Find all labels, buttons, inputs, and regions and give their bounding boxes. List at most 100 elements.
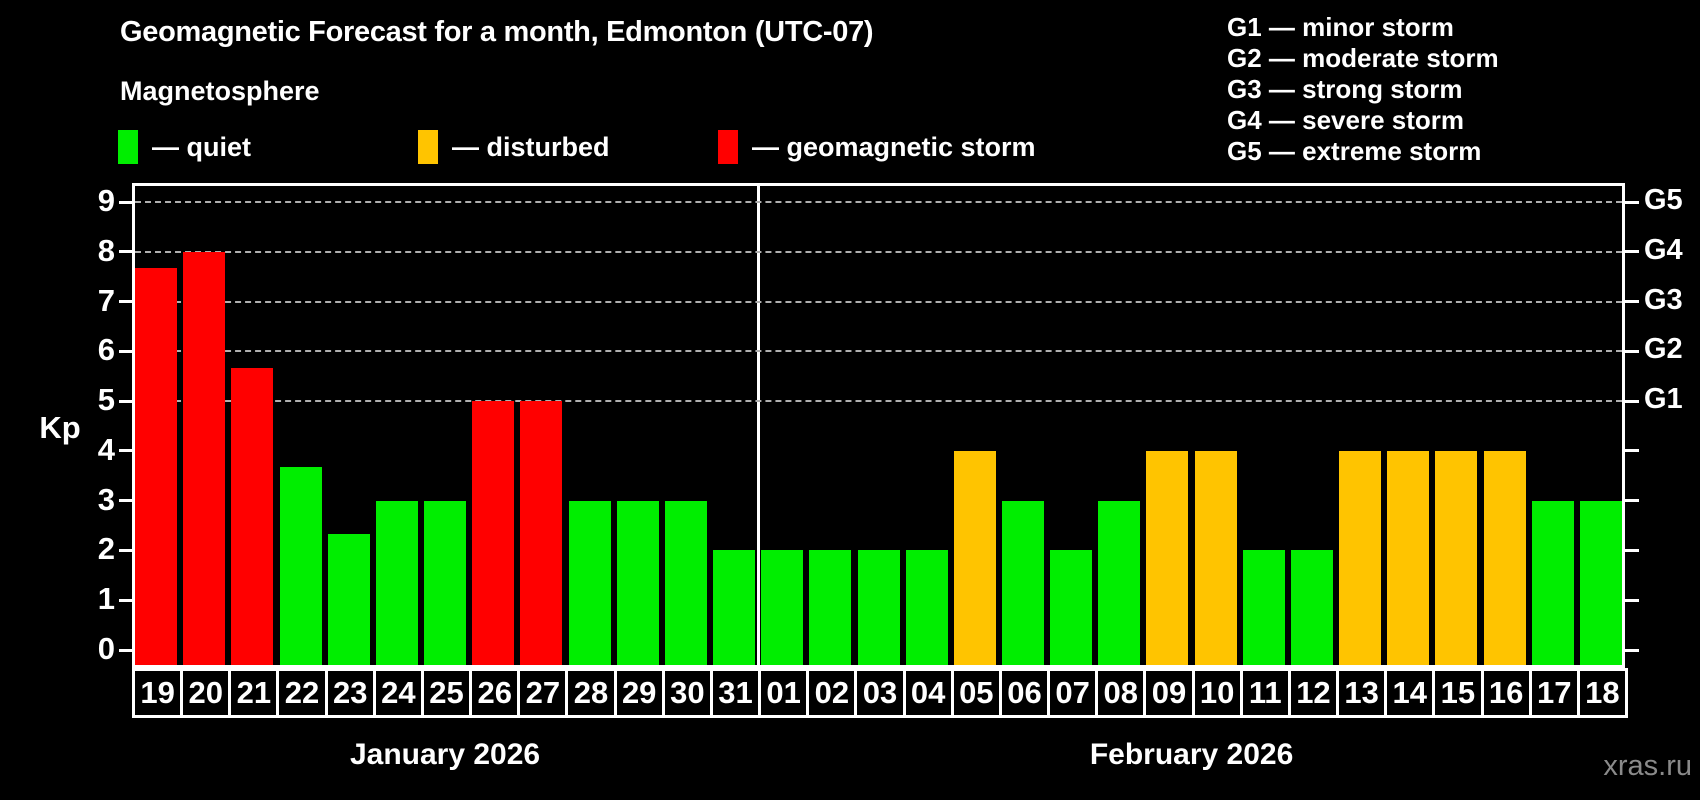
quiet-color-swatch bbox=[118, 130, 138, 164]
kp-bar bbox=[1339, 450, 1382, 665]
kp-bar bbox=[520, 401, 563, 665]
y-axis-tick-label: 0 bbox=[97, 631, 115, 666]
right-axis-tick bbox=[1625, 648, 1639, 652]
right-axis-tick bbox=[1625, 250, 1639, 254]
right-axis-tick bbox=[1625, 499, 1639, 503]
g-level-label: G1 bbox=[1644, 383, 1683, 416]
kp-bar bbox=[857, 550, 900, 665]
y-axis-tick-label: 4 bbox=[97, 431, 115, 467]
y-axis-tick bbox=[119, 499, 132, 503]
right-axis-tick bbox=[1625, 200, 1639, 204]
day-label-cell: 09 bbox=[1143, 668, 1195, 718]
month-label: February 2026 bbox=[1089, 738, 1294, 771]
y-axis-tick-label: 9 bbox=[97, 183, 115, 218]
xras-watermark-link[interactable]: xras.ru bbox=[1603, 750, 1692, 782]
chart-title: Geomagnetic Forecast for a month, Edmont… bbox=[120, 16, 874, 48]
day-label-cell: 13 bbox=[1336, 668, 1388, 718]
quiet-legend-label: — quiet bbox=[152, 131, 251, 162]
g2-legend-line: G2 — moderate storm bbox=[1227, 43, 1499, 73]
day-label-cell: 23 bbox=[324, 668, 376, 718]
kp-bar bbox=[1194, 450, 1237, 665]
right-axis-tick bbox=[1625, 598, 1639, 602]
g3-legend-line: G3 — strong storm bbox=[1227, 74, 1463, 104]
storm-legend-label: — geomagnetic storm bbox=[752, 131, 1036, 162]
day-label-cell: 30 bbox=[661, 668, 713, 718]
g-level-label: G2 bbox=[1644, 333, 1683, 366]
kp-bar bbox=[1242, 550, 1285, 665]
day-label-cell: 04 bbox=[902, 668, 954, 718]
y-axis-tick bbox=[119, 449, 132, 453]
y-axis-tick bbox=[119, 250, 132, 254]
kp-bar bbox=[713, 550, 756, 665]
day-label-cell: 19 bbox=[132, 668, 184, 718]
kp-bar bbox=[231, 367, 274, 665]
day-label-cell: 29 bbox=[613, 668, 665, 718]
day-label-cell: 14 bbox=[1384, 668, 1436, 718]
day-label-cell: 12 bbox=[1287, 668, 1340, 718]
disturbed-color-swatch bbox=[418, 130, 438, 164]
kp-bar bbox=[424, 500, 467, 665]
y-axis-title: Kp bbox=[39, 410, 81, 445]
kp-bar bbox=[472, 401, 515, 665]
legend-item-disturbed: — disturbed bbox=[418, 129, 610, 165]
g-level-label: G3 bbox=[1644, 283, 1683, 316]
grid-line bbox=[135, 350, 1622, 353]
kp-bar bbox=[1483, 450, 1526, 665]
kp-bar bbox=[135, 268, 178, 665]
y-axis-tick bbox=[119, 648, 132, 652]
kp-bar bbox=[953, 450, 996, 665]
g-level-label: G5 bbox=[1644, 184, 1683, 216]
kp-bar bbox=[327, 534, 370, 665]
right-axis-tick bbox=[1625, 349, 1639, 353]
disturbed-legend-label: — disturbed bbox=[452, 131, 610, 162]
kp-bar bbox=[568, 500, 611, 665]
y-axis-tick-label: 8 bbox=[97, 232, 115, 268]
day-label-cell: 25 bbox=[420, 668, 473, 718]
storm-color-swatch bbox=[718, 130, 738, 164]
kp-bar bbox=[1146, 450, 1189, 665]
day-label-cell: 21 bbox=[228, 668, 280, 718]
day-label-cell: 22 bbox=[276, 668, 328, 718]
y-axis-tick bbox=[119, 349, 132, 353]
kp-bar bbox=[1531, 500, 1574, 665]
grid-line bbox=[135, 300, 1622, 303]
day-label-cell: 02 bbox=[806, 668, 858, 718]
g1-legend-line: G1 — minor storm bbox=[1227, 12, 1454, 42]
day-label-cell: 27 bbox=[517, 668, 569, 718]
day-label-cell: 15 bbox=[1432, 668, 1484, 718]
day-label-cell: 26 bbox=[469, 668, 521, 718]
day-label-cell: 06 bbox=[998, 668, 1051, 718]
kp-bar bbox=[1290, 550, 1333, 665]
y-axis-tick bbox=[119, 598, 132, 602]
month-divider bbox=[756, 186, 760, 665]
day-label-cell: 07 bbox=[1047, 668, 1099, 718]
g4-legend-line: G4 — severe storm bbox=[1227, 105, 1465, 135]
legend-item-quiet: — quiet bbox=[118, 129, 251, 165]
day-label-cell: 11 bbox=[1239, 668, 1291, 718]
kp-bar bbox=[761, 550, 804, 665]
day-label-cell: 10 bbox=[1191, 668, 1243, 718]
kp-bar bbox=[809, 550, 852, 665]
kp-bar bbox=[1050, 550, 1093, 665]
right-axis-tick bbox=[1625, 399, 1639, 403]
kp-bar bbox=[616, 500, 659, 665]
y-axis-tick-label: 6 bbox=[97, 332, 115, 368]
kp-bar bbox=[279, 467, 322, 665]
kp-bar bbox=[1579, 500, 1622, 665]
day-label-cell: 05 bbox=[950, 668, 1002, 718]
kp-bar bbox=[1098, 500, 1141, 665]
g5-legend-line: G5 — extreme storm bbox=[1227, 136, 1482, 166]
day-label-cell: 28 bbox=[565, 668, 617, 718]
kp-bar bbox=[1435, 450, 1478, 665]
right-axis-tick bbox=[1625, 548, 1639, 552]
plot-frame bbox=[132, 183, 1625, 668]
kp-bar bbox=[375, 500, 418, 665]
day-label-cell: 17 bbox=[1528, 668, 1580, 718]
day-label-cell: 18 bbox=[1576, 668, 1628, 718]
grid-line bbox=[135, 201, 1622, 203]
grid-line bbox=[135, 250, 1622, 253]
right-axis-tick bbox=[1625, 300, 1639, 304]
y-axis-tick-label: 2 bbox=[97, 531, 115, 567]
